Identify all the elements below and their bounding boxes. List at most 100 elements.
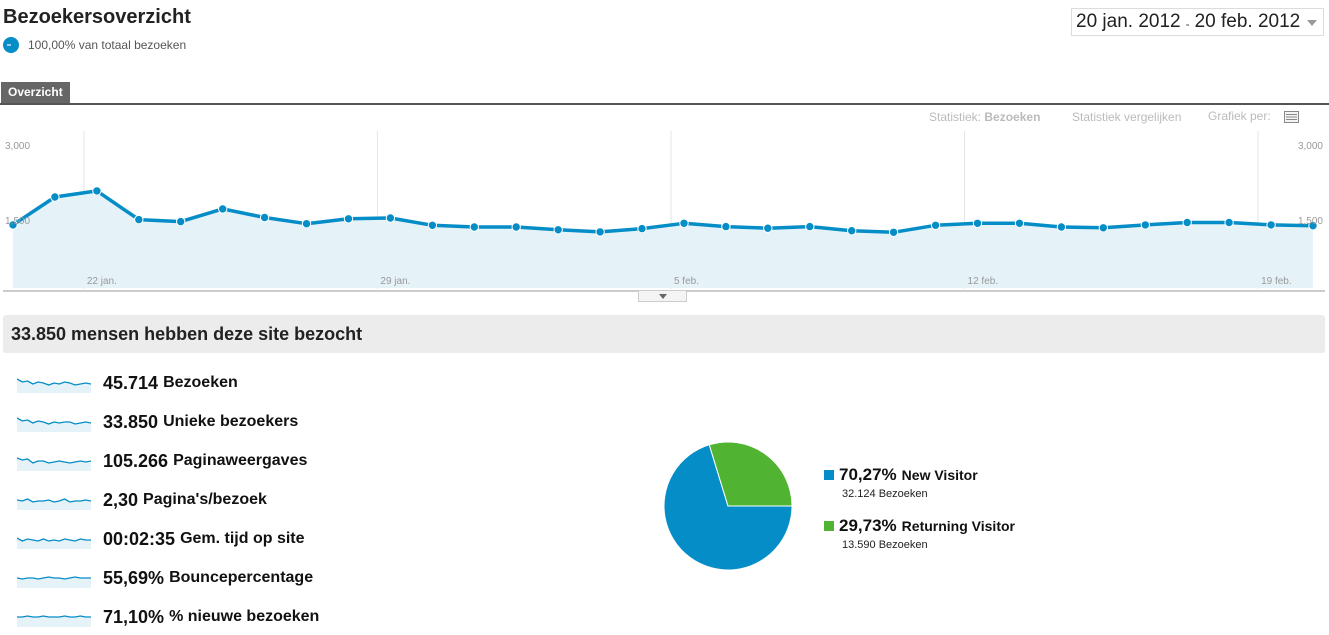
metric-row[interactable]: 55,69% Bouncepercentage	[17, 563, 313, 593]
tab-bar: Overzicht	[0, 80, 1329, 105]
data-point[interactable]	[8, 220, 18, 230]
data-point[interactable]	[301, 219, 312, 229]
returning-visitor-label: Returning Visitor	[901, 518, 1015, 534]
new-visitor-visits: 32.124 Bezoeken	[842, 488, 928, 500]
data-point[interactable]	[805, 221, 815, 232]
sparkline-line	[17, 457, 91, 464]
metric-row[interactable]: 45.714 Bezoeken	[17, 368, 238, 398]
x-tick-label: 22 jan.	[87, 276, 117, 287]
data-point[interactable]	[847, 226, 857, 236]
sparkline	[17, 615, 91, 627]
visitor-type-pie-chart[interactable]	[662, 440, 794, 572]
data-point[interactable]	[679, 218, 689, 229]
data-point[interactable]	[92, 186, 102, 196]
data-point[interactable]	[1182, 217, 1192, 228]
statistic-label: Statistiek:	[929, 110, 982, 124]
sparkline	[17, 378, 91, 393]
x-tick-label: 12 feb.	[968, 276, 999, 287]
summary-headline: 33.850 mensen hebben deze site bezocht	[3, 315, 1325, 353]
date-separator: -	[1185, 17, 1190, 31]
data-point[interactable]	[427, 220, 438, 231]
data-point[interactable]	[50, 192, 60, 202]
metric-row[interactable]: 00:02:35 Gem. tijd op site	[17, 524, 305, 554]
data-point[interactable]	[1266, 220, 1276, 230]
data-point[interactable]	[469, 222, 479, 232]
data-point[interactable]	[888, 227, 899, 238]
graph-per-label: Grafiek per:	[1208, 109, 1271, 123]
legend-returning-visitor[interactable]: 29,73% Returning Visitor 13.590 Bezoeken	[824, 516, 1015, 551]
pie-slice-returning-visitor[interactable]	[708, 441, 793, 507]
metric-value: 55,69%	[103, 567, 165, 588]
sparkline	[17, 576, 91, 588]
metric-label: Paginaweergaves	[173, 452, 308, 469]
sparkline-line	[17, 615, 91, 618]
data-point[interactable]	[595, 227, 605, 237]
x-tick-label: 19 feb.	[1261, 276, 1292, 287]
metric-row[interactable]: 2,30 Pagina's/bezoek	[17, 485, 267, 515]
data-point[interactable]	[637, 223, 647, 234]
metric-value: 45.714	[103, 372, 159, 393]
sparkline-area	[17, 379, 91, 393]
data-point[interactable]	[1098, 223, 1109, 233]
metric-value: 2,30	[103, 489, 139, 510]
segment-pie-icon	[3, 37, 19, 53]
y-tick-label: 1,500	[1298, 216, 1323, 227]
legend-swatch	[824, 470, 834, 480]
data-point[interactable]	[1224, 217, 1234, 228]
chevron-down-icon	[659, 294, 667, 299]
page-title: Bezoekersoverzicht	[3, 6, 191, 28]
metric-value: 71,10%	[103, 606, 165, 627]
compare-statistic-link[interactable]: Statistiek vergelijken	[1072, 110, 1182, 124]
metric-row[interactable]: 105.266 Paginaweergaves	[17, 446, 307, 476]
data-point[interactable]	[1014, 218, 1025, 229]
metric-value: 00:02:35	[103, 528, 176, 549]
data-point[interactable]	[972, 218, 983, 229]
chevron-down-icon	[1307, 20, 1317, 26]
metric-value: 105.266	[103, 450, 169, 471]
visits-line-chart[interactable]: 3,000 1,500 3,000 1,500 22 jan. 29 jan. 5 feb.…	[0, 128, 1329, 293]
data-point[interactable]	[1056, 222, 1067, 232]
sparkline-area	[17, 418, 91, 432]
data-point[interactable]	[721, 221, 731, 232]
data-point[interactable]	[259, 212, 270, 223]
data-point[interactable]	[385, 213, 396, 223]
data-point[interactable]	[1308, 221, 1318, 231]
metric-value: 33.850	[103, 411, 159, 432]
segment-label: 100,00% van totaal bezoeken	[28, 38, 187, 52]
pie-slice-new-visitor[interactable]	[663, 444, 793, 571]
data-point[interactable]	[763, 223, 773, 233]
data-point[interactable]	[134, 214, 144, 225]
y-tick-label: 1,500	[5, 216, 30, 227]
data-point[interactable]	[930, 220, 941, 231]
date-start: 20 jan. 2012	[1076, 11, 1181, 32]
new-visitor-label: New Visitor	[901, 467, 978, 483]
metric-label: Gem. tijd op site	[180, 530, 305, 547]
data-point[interactable]	[511, 222, 521, 232]
data-point[interactable]	[553, 225, 563, 235]
data-point[interactable]	[218, 204, 228, 214]
metric-row[interactable]: 71,10%% nieuwe bezoeken	[17, 602, 319, 632]
data-point[interactable]	[343, 214, 354, 224]
sparkline-line	[17, 576, 91, 580]
metric-label: Unieke bezoekers	[163, 413, 299, 430]
data-point[interactable]	[176, 216, 186, 227]
metric-row[interactable]: 33.850 Unieke bezoekers	[17, 407, 298, 437]
collapse-chart-button[interactable]	[638, 290, 687, 302]
sparkline-line	[17, 498, 91, 503]
date-end: 20 feb. 2012	[1194, 11, 1301, 32]
sparkline	[17, 417, 91, 432]
area-fill	[13, 190, 1313, 288]
statistic-value: Bezoeken	[984, 110, 1041, 124]
metric-label: % nieuwe bezoeken	[169, 608, 320, 625]
returning-visitor-visits: 13.590 Bezoeken	[842, 539, 928, 551]
date-range-picker[interactable]: 20 jan. 2012 - 20 feb. 2012	[1071, 8, 1324, 36]
x-tick-label: 29 jan.	[380, 276, 410, 287]
statistic-selector[interactable]: Statistiek: Bezoeken	[929, 110, 1040, 124]
tab-overzicht[interactable]: Overzicht	[1, 82, 70, 103]
y-tick-label: 3,000	[1298, 141, 1323, 152]
data-point[interactable]	[1140, 220, 1151, 230]
segment-indicator[interactable]: 100,00% van totaal bezoeken	[3, 37, 186, 53]
sparkline-line	[17, 378, 91, 386]
calendar-icon[interactable]	[1284, 111, 1299, 123]
legend-new-visitor[interactable]: 70,27% New Visitor 32.124 Bezoeken	[824, 465, 978, 500]
